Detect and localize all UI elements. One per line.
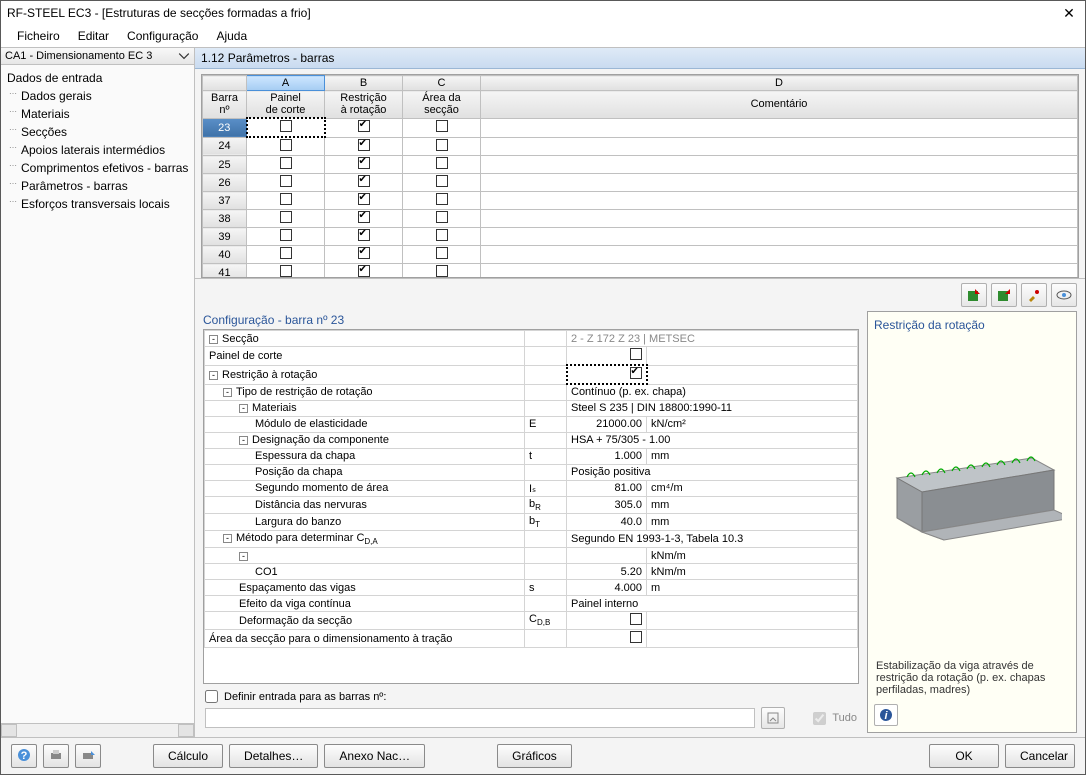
svg-text:?: ?: [21, 750, 28, 762]
chevron-down-icon: [178, 50, 190, 62]
todo-label: Tudo: [832, 712, 857, 724]
annex-button[interactable]: Anexo Nac…: [324, 744, 425, 768]
help-icon[interactable]: ?: [11, 744, 37, 768]
menu-help[interactable]: Ajuda: [208, 27, 255, 45]
define-checkbox[interactable]: [205, 690, 218, 703]
excel-import-icon[interactable]: [991, 283, 1017, 307]
tree-item[interactable]: Parâmetros - barras: [1, 177, 194, 195]
preview-description: Estabilização da viga através de restriç…: [874, 652, 1070, 704]
calculate-button[interactable]: Cálculo: [153, 744, 223, 768]
graphics-button[interactable]: Gráficos: [497, 744, 572, 768]
ok-button[interactable]: OK: [929, 744, 999, 768]
title-bar: RF-STEEL EC3 - [Estruturas de secções fo…: [1, 1, 1085, 25]
info-icon[interactable]: i: [874, 704, 898, 726]
sidebar-hscroll[interactable]: [1, 723, 194, 737]
tree-item[interactable]: Secções: [1, 123, 194, 141]
window-title: RF-STEEL EC3 - [Estruturas de secções fo…: [7, 6, 311, 20]
sidebar-case-label: CA1 - Dimensionamento EC 3: [5, 50, 178, 62]
preview-panel: Restrição da rotação: [867, 311, 1077, 733]
cancel-button[interactable]: Cancelar: [1005, 744, 1075, 768]
pick-icon[interactable]: [1021, 283, 1047, 307]
define-label: Definir entrada para as barras nº:: [224, 691, 386, 703]
config-title: Configuração - barra nº 23: [203, 311, 859, 329]
print-icon[interactable]: [43, 744, 69, 768]
preview-title: Restrição da rotação: [874, 318, 1070, 338]
nav-tree: Dados de entrada Dados geraisMateriaisSe…: [1, 65, 194, 723]
pick-members-icon[interactable]: [761, 707, 785, 729]
members-grid[interactable]: ABCDBarranºPainelde corteRestriçãoà rota…: [201, 74, 1079, 278]
excel-export-icon[interactable]: [961, 283, 987, 307]
tree-item[interactable]: Materiais: [1, 105, 194, 123]
menu-edit[interactable]: Editar: [70, 27, 117, 45]
eye-icon[interactable]: [1051, 283, 1077, 307]
menu-bar: Ficheiro Editar Configuração Ajuda: [1, 25, 1085, 47]
tree-item[interactable]: Esforços transversais locais: [1, 195, 194, 213]
tree-item[interactable]: Apoios laterais intermédios: [1, 141, 194, 159]
tree-root[interactable]: Dados de entrada: [1, 69, 194, 87]
menu-file[interactable]: Ficheiro: [9, 27, 68, 45]
property-grid[interactable]: -Secção2 - Z 172 Z 23 | METSECPainel de …: [203, 329, 859, 684]
tree-item[interactable]: Comprimentos efetivos - barras: [1, 159, 194, 177]
define-input[interactable]: [205, 708, 755, 728]
tree-item[interactable]: Dados gerais: [1, 87, 194, 105]
todo-checkbox: [813, 712, 826, 725]
details-button[interactable]: Detalhes…: [229, 744, 318, 768]
section-header: 1.12 Parâmetros - barras: [195, 48, 1085, 69]
sidebar-case-dropdown[interactable]: CA1 - Dimensionamento EC 3: [1, 48, 194, 65]
close-icon[interactable]: ✕: [1059, 5, 1079, 22]
beam-illustration: [874, 338, 1070, 652]
menu-config[interactable]: Configuração: [119, 27, 206, 45]
export-icon[interactable]: [75, 744, 101, 768]
